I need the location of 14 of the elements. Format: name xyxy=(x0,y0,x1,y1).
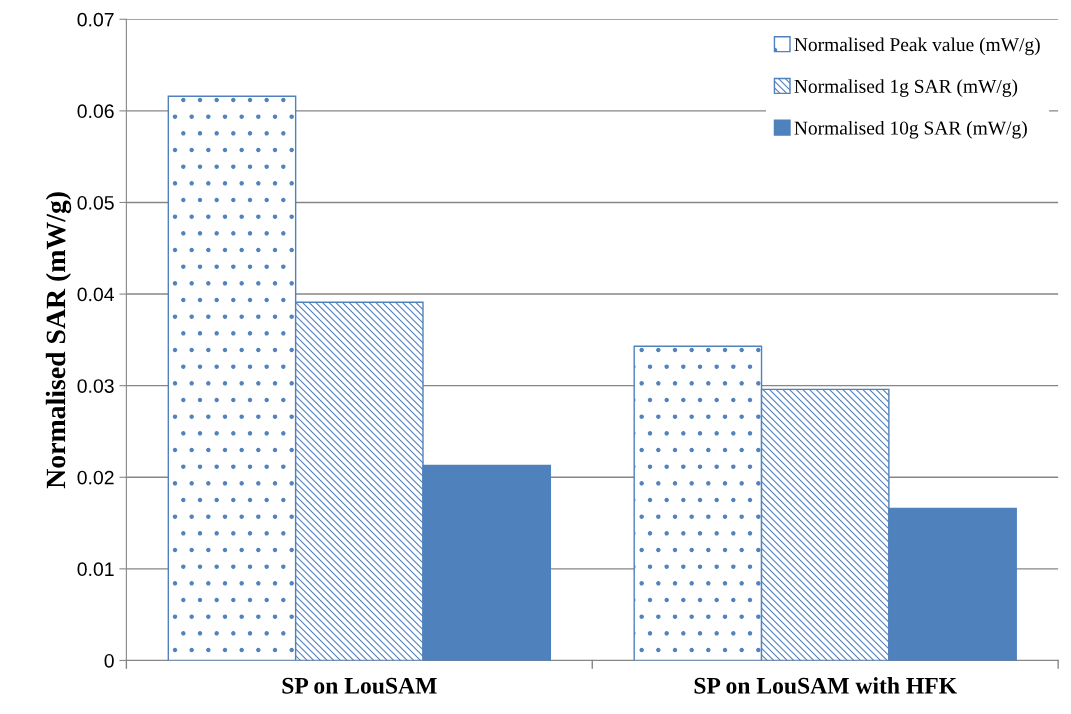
x-tick-label: SP on LouSAM xyxy=(282,677,437,694)
y-tick-label: 0.05 xyxy=(77,195,114,210)
y-axis-title: Normalised SAR (mW/g) xyxy=(45,192,72,489)
y-tick-label: 0 xyxy=(104,653,114,668)
y-tick-label: 0.04 xyxy=(77,287,115,302)
y-tick-label: 0.01 xyxy=(77,562,114,577)
legend-label: Normalised 10g SAR (mW/g) xyxy=(794,120,1027,139)
y-tick-label: 0.07 xyxy=(77,12,114,27)
legend-label: Normalised Peak value (mW/g) xyxy=(794,37,1040,56)
y-tick-label: 0.03 xyxy=(77,379,114,393)
x-tick-label: SP on LouSAM with HFK xyxy=(694,677,957,694)
y-tick-label: 0.02 xyxy=(77,470,114,485)
y-tick-label: 0.06 xyxy=(77,104,114,119)
legend-label: Normalised 1g SAR (mW/g) xyxy=(794,79,1018,97)
